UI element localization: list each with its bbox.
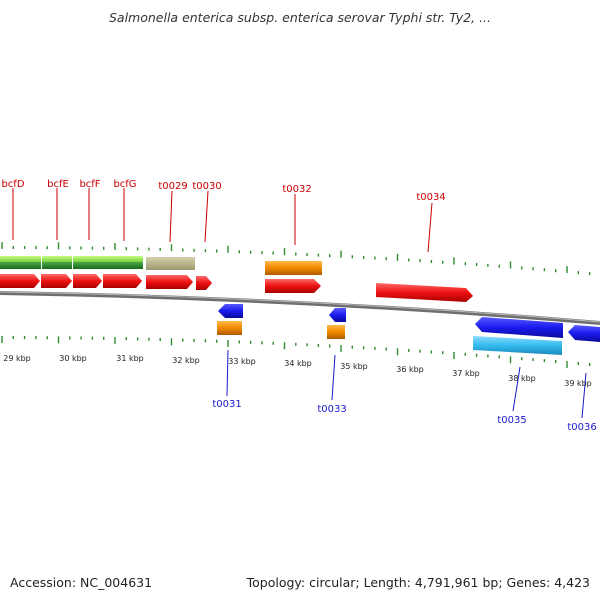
leader-line [512,366,521,412]
feature-orange-t0033[interactable] [327,325,345,339]
scale-label: 34 kbp [284,359,312,368]
feature-red-arrow[interactable] [103,274,142,288]
feature-blue-arrow-t0035[interactable] [475,317,563,338]
leader-line [169,190,173,243]
leader-line [226,349,229,397]
feature-orange-t0032[interactable] [265,261,322,275]
gene-label-t0034[interactable]: t0034 [416,192,445,203]
bottom-gene-labels: t0031 t0033 t0035 t0036 [212,349,597,433]
gene-label-t0036[interactable]: t0036 [567,422,596,433]
map-title: Salmonella enterica subsp. enterica sero… [108,10,492,25]
gene-label-bcfE[interactable]: bcfE [47,179,69,190]
feature-darkgreen[interactable] [0,262,41,269]
gene-label-t0033[interactable]: t0033 [317,404,346,415]
scale-label: 39 kbp [564,379,592,388]
accession-text: Accession: NC_004631 [10,575,153,590]
feature-red-arrow[interactable] [196,276,212,290]
scale-label: 31 kbp [116,354,144,363]
scale-label: 29 kbp [3,354,31,363]
scale-label: 30 kbp [59,354,87,363]
gene-label-t0029[interactable]: t0029 [158,181,187,192]
scale-label: 37 kbp [452,369,480,378]
scale-label: 38 kbp [508,374,536,383]
top-gene-labels: bcfD bcfE bcfF bcfG t0029 t0030 t0032 t0… [1,179,446,253]
feature-darkgreen[interactable] [73,262,143,269]
gene-label-bcfG[interactable]: bcfG [113,179,136,190]
scale-label: 35 kbp [340,362,368,371]
feature-darkgreen[interactable] [42,262,72,269]
feature-lightgreen[interactable] [0,256,41,262]
feature-red-arrow[interactable] [73,274,102,288]
feature-khaki[interactable] [146,257,195,270]
feature-lightgreen[interactable] [42,256,72,262]
gene-label-t0030[interactable]: t0030 [192,181,221,192]
reverse-strand-features [217,304,600,355]
feature-lightgreen[interactable] [73,256,143,262]
feature-blue-arrow-t0033[interactable] [329,308,346,322]
feature-red-arrow[interactable] [376,283,473,302]
forward-strand-features [0,256,473,302]
scale-label: 33 kbp [228,357,256,366]
feature-orange-t0031[interactable] [217,321,242,335]
genome-backbone-highlight [0,291,600,323]
scale-label: 36 kbp [396,365,424,374]
feature-blue-arrow-t0036[interactable] [568,325,600,342]
feature-red-arrow[interactable] [146,275,193,289]
leader-line [427,202,433,253]
feature-blue-arrow-t0031[interactable] [218,304,243,318]
leader-line [581,372,587,419]
gene-label-bcfD[interactable]: bcfD [1,179,24,190]
bottom-tick-row [1,336,591,368]
feature-red-arrow[interactable] [265,279,321,293]
leader-line [204,190,209,243]
gene-label-t0032[interactable]: t0032 [282,184,311,195]
gene-label-t0031[interactable]: t0031 [212,399,241,410]
feature-red-arrow[interactable] [41,274,72,288]
gene-label-bcfF[interactable]: bcfF [79,179,100,190]
genome-backbone [0,291,600,325]
feature-cyan-t0035[interactable] [473,336,562,355]
top-tick-row [1,242,591,276]
topology-summary: Topology: circular; Length: 4,791,961 bp… [246,575,590,590]
scale-label: 32 kbp [172,356,200,365]
gene-label-t0035[interactable]: t0035 [497,415,526,426]
feature-red-arrow[interactable] [0,274,40,288]
leader-line [331,354,336,401]
scale-labels: 29 kbp 30 kbp 31 kbp 32 kbp 33 kbp 34 kb… [3,354,592,388]
